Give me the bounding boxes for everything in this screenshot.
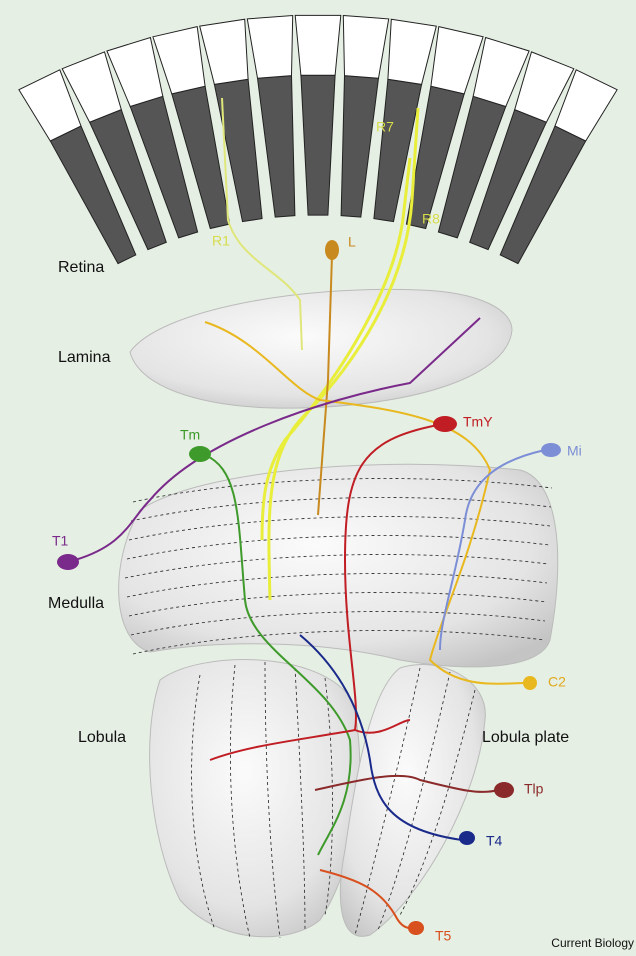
neuron-label: R1	[212, 233, 230, 249]
medulla	[118, 463, 559, 668]
region-label: Lobula	[78, 729, 126, 746]
ommatidium-lens	[294, 14, 342, 76]
lamina	[129, 288, 513, 409]
credit: Current Biology	[551, 936, 634, 950]
medulla-layer	[130, 611, 546, 636]
tm-neuron	[204, 454, 352, 856]
r8-neuron	[260, 157, 412, 541]
neuron-label: T5	[435, 928, 452, 944]
region-label: Lamina	[58, 349, 111, 366]
r1-neuron	[221, 97, 303, 351]
medulla-layer	[126, 535, 550, 560]
t5-neuron	[319, 869, 411, 929]
ommatidium-dark	[300, 74, 336, 216]
medulla-layer	[126, 573, 548, 598]
retina	[18, 14, 618, 265]
ommatidium-lens	[514, 51, 575, 123]
neurons	[57, 97, 561, 935]
ommatidium-lens	[246, 14, 294, 79]
neuron-label: Tlp	[524, 781, 544, 797]
c2-soma	[523, 676, 537, 690]
lobula-columns	[191, 661, 476, 939]
ommatidium-dark	[256, 75, 296, 218]
neuron-label: Mi	[567, 443, 582, 459]
ommatidium-lens	[342, 14, 390, 79]
medulla-layer	[124, 554, 549, 579]
neuron-label: T1	[52, 533, 69, 549]
region-label: Medulla	[48, 595, 104, 612]
ommatidium-lens	[199, 18, 249, 85]
ommatidium-lens	[61, 51, 122, 123]
medulla-layer	[130, 497, 552, 522]
region-label: Retina	[58, 259, 104, 276]
t4-soma	[459, 831, 475, 845]
c2-neuron	[204, 321, 526, 685]
ommatidium-lens	[430, 25, 484, 95]
neuron-label: R7	[376, 119, 394, 135]
tlp-neuron	[314, 774, 499, 793]
tm-soma	[189, 446, 211, 462]
l-neuron	[317, 254, 333, 516]
medulla-layers	[124, 478, 553, 655]
neuron-label: C2	[548, 674, 566, 690]
tmy-neuron	[209, 424, 439, 761]
lobula	[149, 659, 361, 938]
neuron-label: Tm	[180, 427, 200, 443]
ommatidium-lens	[554, 69, 618, 142]
ommatidium-lens	[106, 36, 164, 108]
ommatidium-lens	[18, 69, 82, 142]
tlp-soma	[494, 782, 514, 798]
neuron-label: TmY	[463, 414, 493, 430]
lobula-plate	[339, 664, 486, 937]
region-label: Lobula plate	[482, 729, 569, 746]
mi-neuron	[439, 449, 546, 651]
medulla-layer	[132, 478, 553, 503]
ommatidium-lens	[472, 36, 530, 108]
l-soma	[325, 240, 339, 260]
neuron-label: R8	[422, 211, 440, 227]
t5-soma	[408, 921, 424, 935]
ommatidium-lens	[152, 25, 206, 95]
medulla-layer	[132, 630, 545, 655]
neuron-label: L	[348, 234, 356, 250]
ommatidium-lens	[387, 18, 437, 85]
t1-soma	[57, 554, 79, 570]
tmy-soma	[433, 416, 457, 432]
ommatidium-dark	[340, 75, 380, 218]
neuron-label: T4	[486, 833, 503, 849]
t4-neuron	[299, 634, 463, 841]
t1-neuron	[74, 317, 481, 561]
mi-soma	[541, 443, 561, 457]
medulla-layer	[128, 516, 551, 541]
